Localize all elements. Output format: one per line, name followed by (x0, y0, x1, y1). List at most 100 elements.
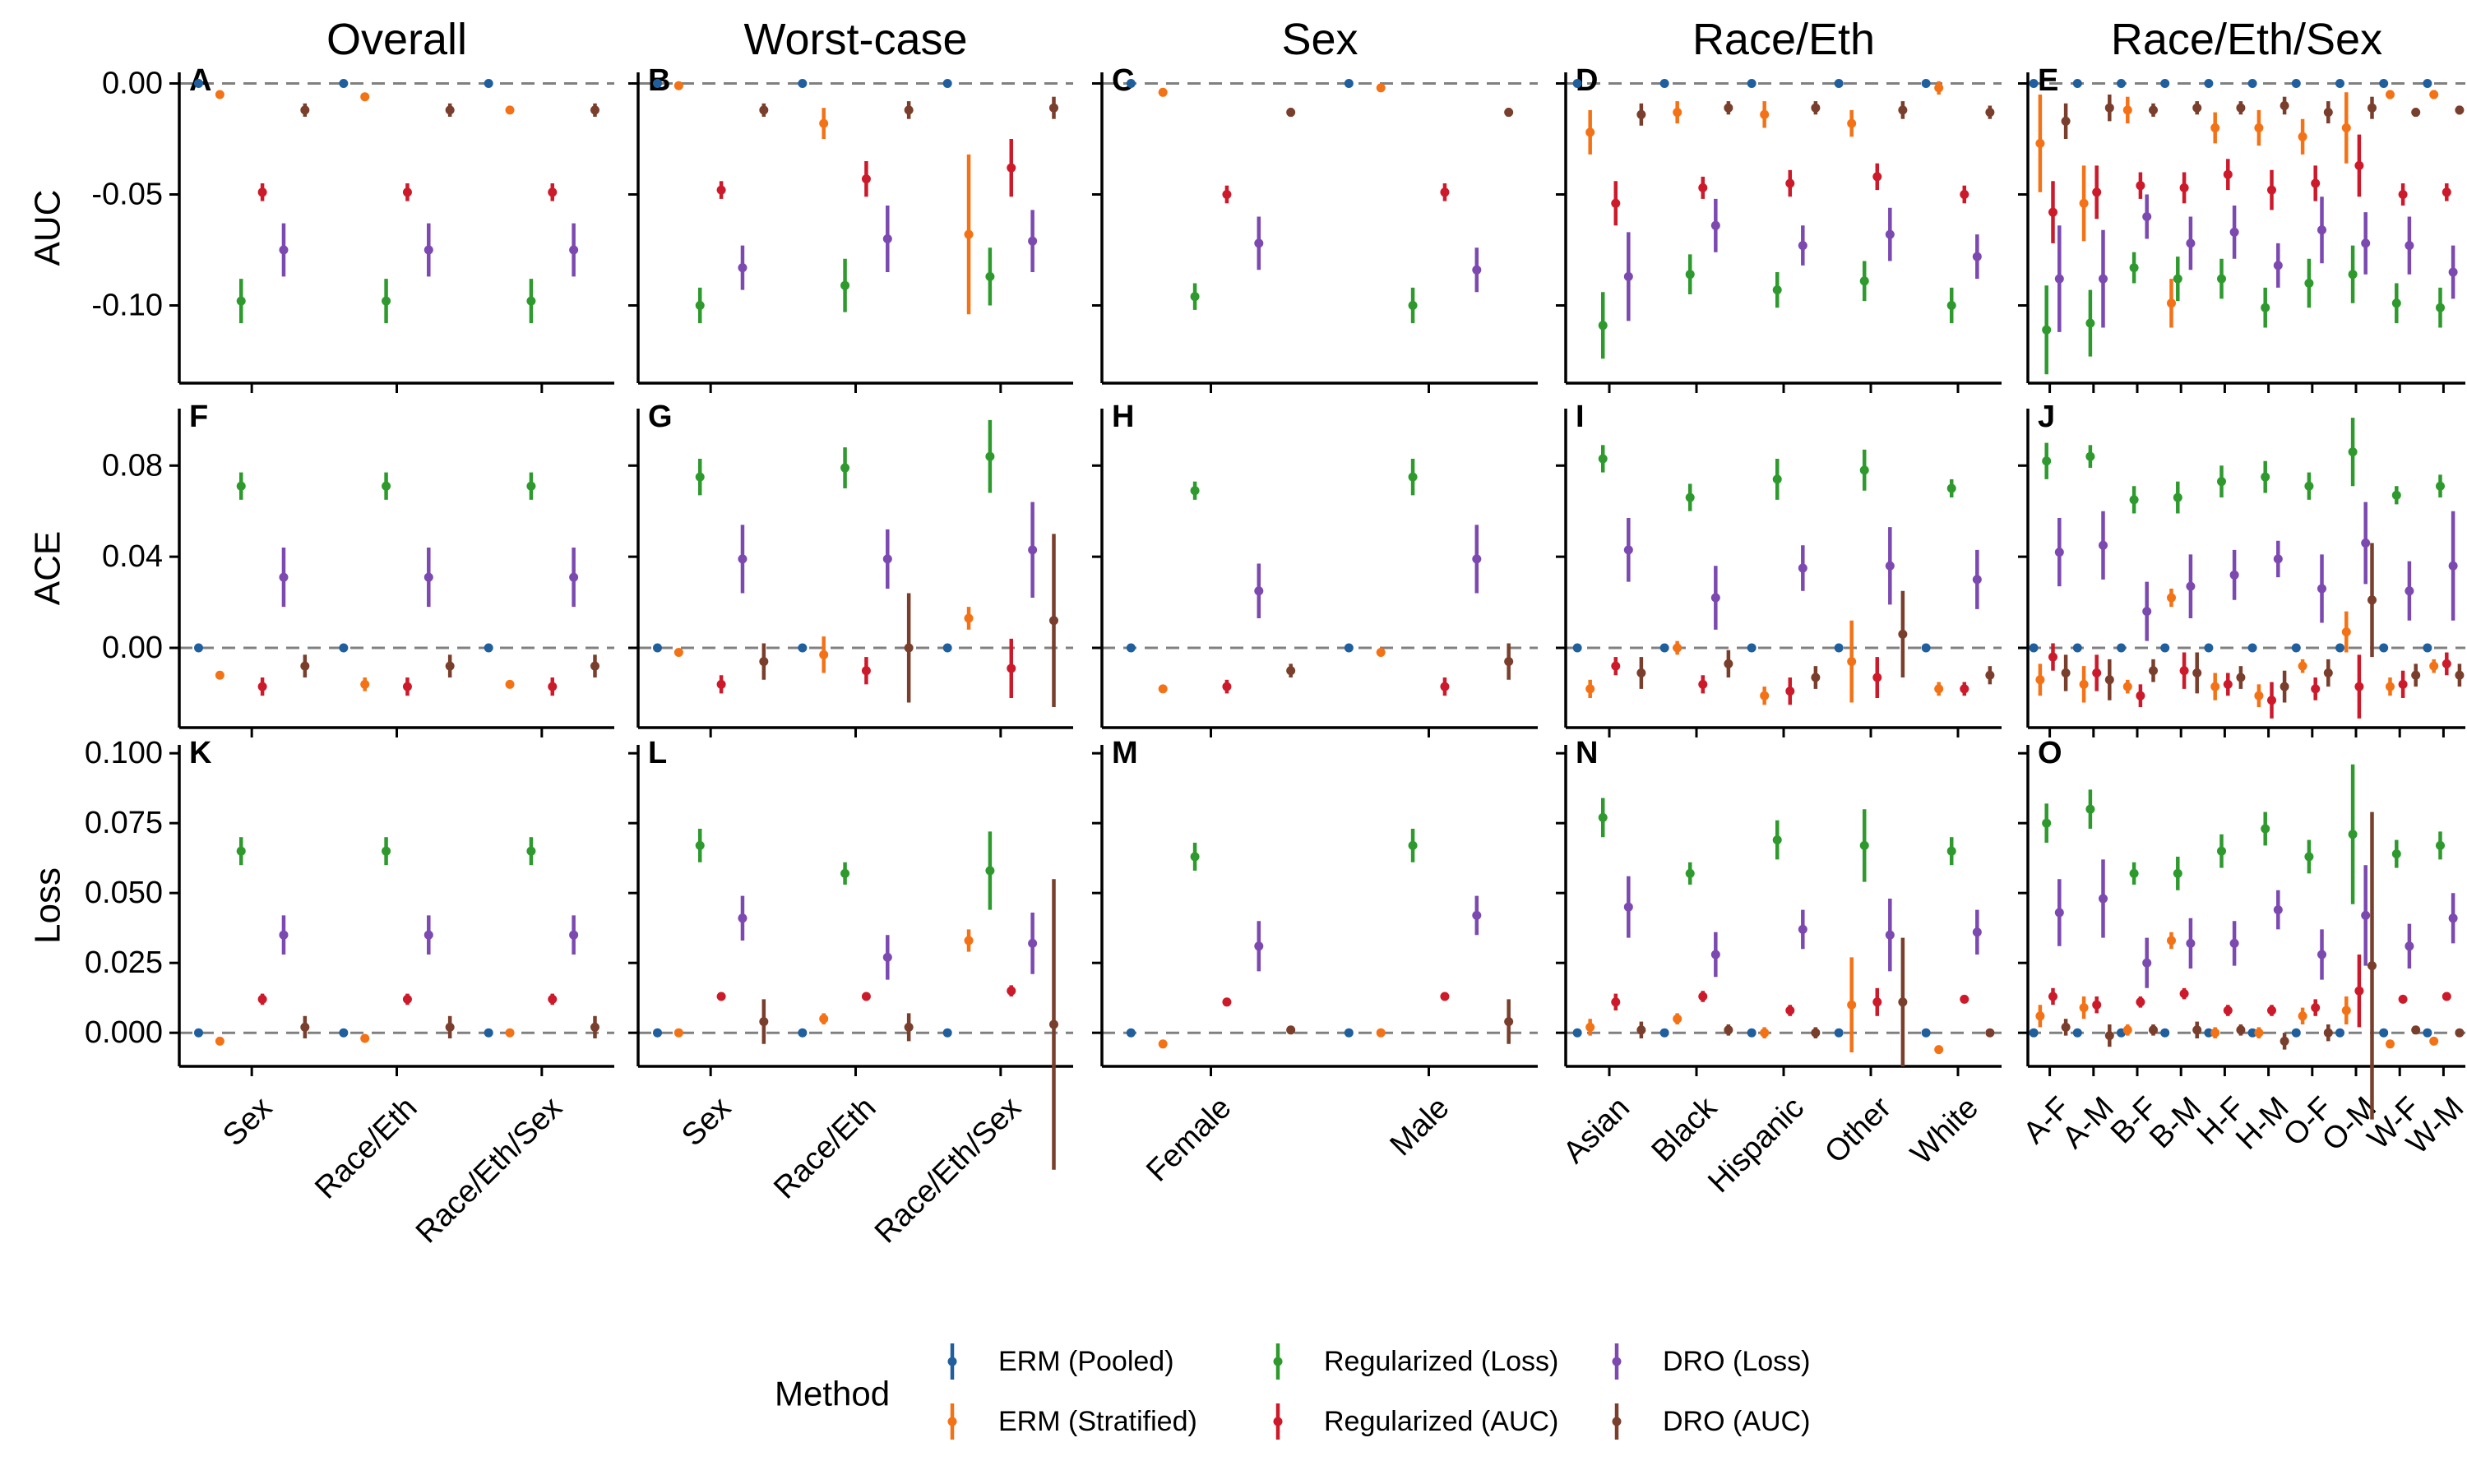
data-point (1585, 684, 1595, 694)
data-point (1623, 545, 1633, 555)
data-point (2035, 138, 2045, 148)
data-point (1710, 593, 1720, 603)
data-point (2042, 325, 2052, 335)
data-point (2411, 1025, 2421, 1035)
data-point (1872, 172, 1882, 182)
data-point (2317, 225, 2327, 235)
data-point (2323, 668, 2333, 677)
data-point (2361, 238, 2371, 248)
data-point (653, 643, 663, 653)
data-point (2254, 123, 2264, 132)
panel-letter: M (1112, 736, 1138, 770)
data-point (1572, 79, 1582, 88)
data-point (695, 472, 705, 482)
data-point (2455, 1028, 2465, 1038)
data-point (2429, 90, 2439, 99)
data-point (2104, 1031, 2114, 1041)
data-point (2035, 675, 2045, 685)
data-point (1222, 682, 1232, 691)
data-point (548, 994, 558, 1004)
data-point (2323, 1028, 2333, 1038)
data-point (2072, 1028, 2082, 1038)
data-point (2280, 682, 2289, 691)
data-point (2149, 666, 2159, 676)
data-point (1960, 190, 1969, 199)
data-point (2267, 696, 2277, 705)
legend-key-point (1273, 1357, 1283, 1366)
data-point (673, 648, 683, 658)
data-point (2210, 123, 2220, 132)
data-point (2122, 682, 2132, 691)
data-point (1960, 994, 1969, 1004)
data-point (904, 105, 914, 115)
data-point (1898, 105, 1908, 115)
data-point (2354, 682, 2364, 691)
data-point (1859, 840, 1869, 850)
data-point (2455, 670, 2465, 680)
data-point (2210, 1028, 2220, 1038)
data-point (1376, 1028, 1386, 1038)
data-point (1847, 1000, 1857, 1010)
data-point (194, 643, 204, 653)
data-point (1673, 108, 1682, 118)
data-point (2311, 1003, 2321, 1013)
data-point (2122, 105, 2132, 115)
x-category-label: Female (1140, 1090, 1238, 1188)
data-point (1376, 648, 1386, 658)
data-point (360, 679, 370, 689)
data-point (402, 682, 412, 691)
data-point (548, 187, 558, 197)
data-point (505, 679, 515, 689)
data-point (2160, 1028, 2170, 1038)
data-point (2298, 132, 2307, 141)
data-point (1859, 465, 1869, 475)
data-point (985, 271, 995, 281)
data-point (985, 451, 995, 461)
data-point (2149, 105, 2159, 115)
data-point (1344, 79, 1354, 88)
data-point (526, 481, 536, 491)
data-point (1921, 643, 1931, 653)
data-point (2166, 936, 2176, 945)
data-point (2173, 492, 2182, 502)
data-point (2429, 661, 2439, 671)
legend-label: DRO (Loss) (1663, 1346, 1810, 1377)
data-point (1698, 183, 1708, 192)
data-point (2223, 1006, 2233, 1015)
data-point (1946, 483, 1956, 493)
data-point (2367, 595, 2377, 605)
data-point (2079, 679, 2089, 689)
data-point (840, 463, 850, 473)
data-point (1376, 83, 1386, 93)
data-point (2254, 1028, 2264, 1038)
data-point (2236, 673, 2246, 682)
data-point (1611, 997, 1621, 1007)
data-point (2204, 1028, 2214, 1038)
data-point (2029, 1028, 2039, 1038)
x-category-label: Race/Eth (767, 1090, 882, 1205)
data-point (279, 930, 289, 940)
legend-key-point (1612, 1357, 1622, 1366)
data-point (2405, 241, 2414, 251)
data-point (339, 79, 349, 88)
data-point (1028, 545, 1038, 555)
data-point (1710, 950, 1720, 959)
data-point (526, 296, 536, 306)
data-point (2267, 185, 2277, 195)
data-point (236, 296, 246, 306)
data-point (569, 572, 579, 582)
data-point (1760, 691, 1770, 700)
data-point (2142, 958, 2152, 968)
column-title: Race/Eth/Sex (2111, 15, 2382, 64)
legend-key-point (947, 1417, 957, 1426)
data-point (2273, 905, 2283, 915)
data-point (2261, 472, 2270, 482)
data-point (673, 81, 683, 90)
data-point (339, 643, 349, 653)
data-point (1254, 238, 1264, 248)
data-point (1785, 687, 1795, 696)
data-point (2247, 79, 2257, 88)
data-point (716, 679, 726, 689)
data-point (300, 105, 310, 115)
data-point (1772, 285, 1782, 295)
